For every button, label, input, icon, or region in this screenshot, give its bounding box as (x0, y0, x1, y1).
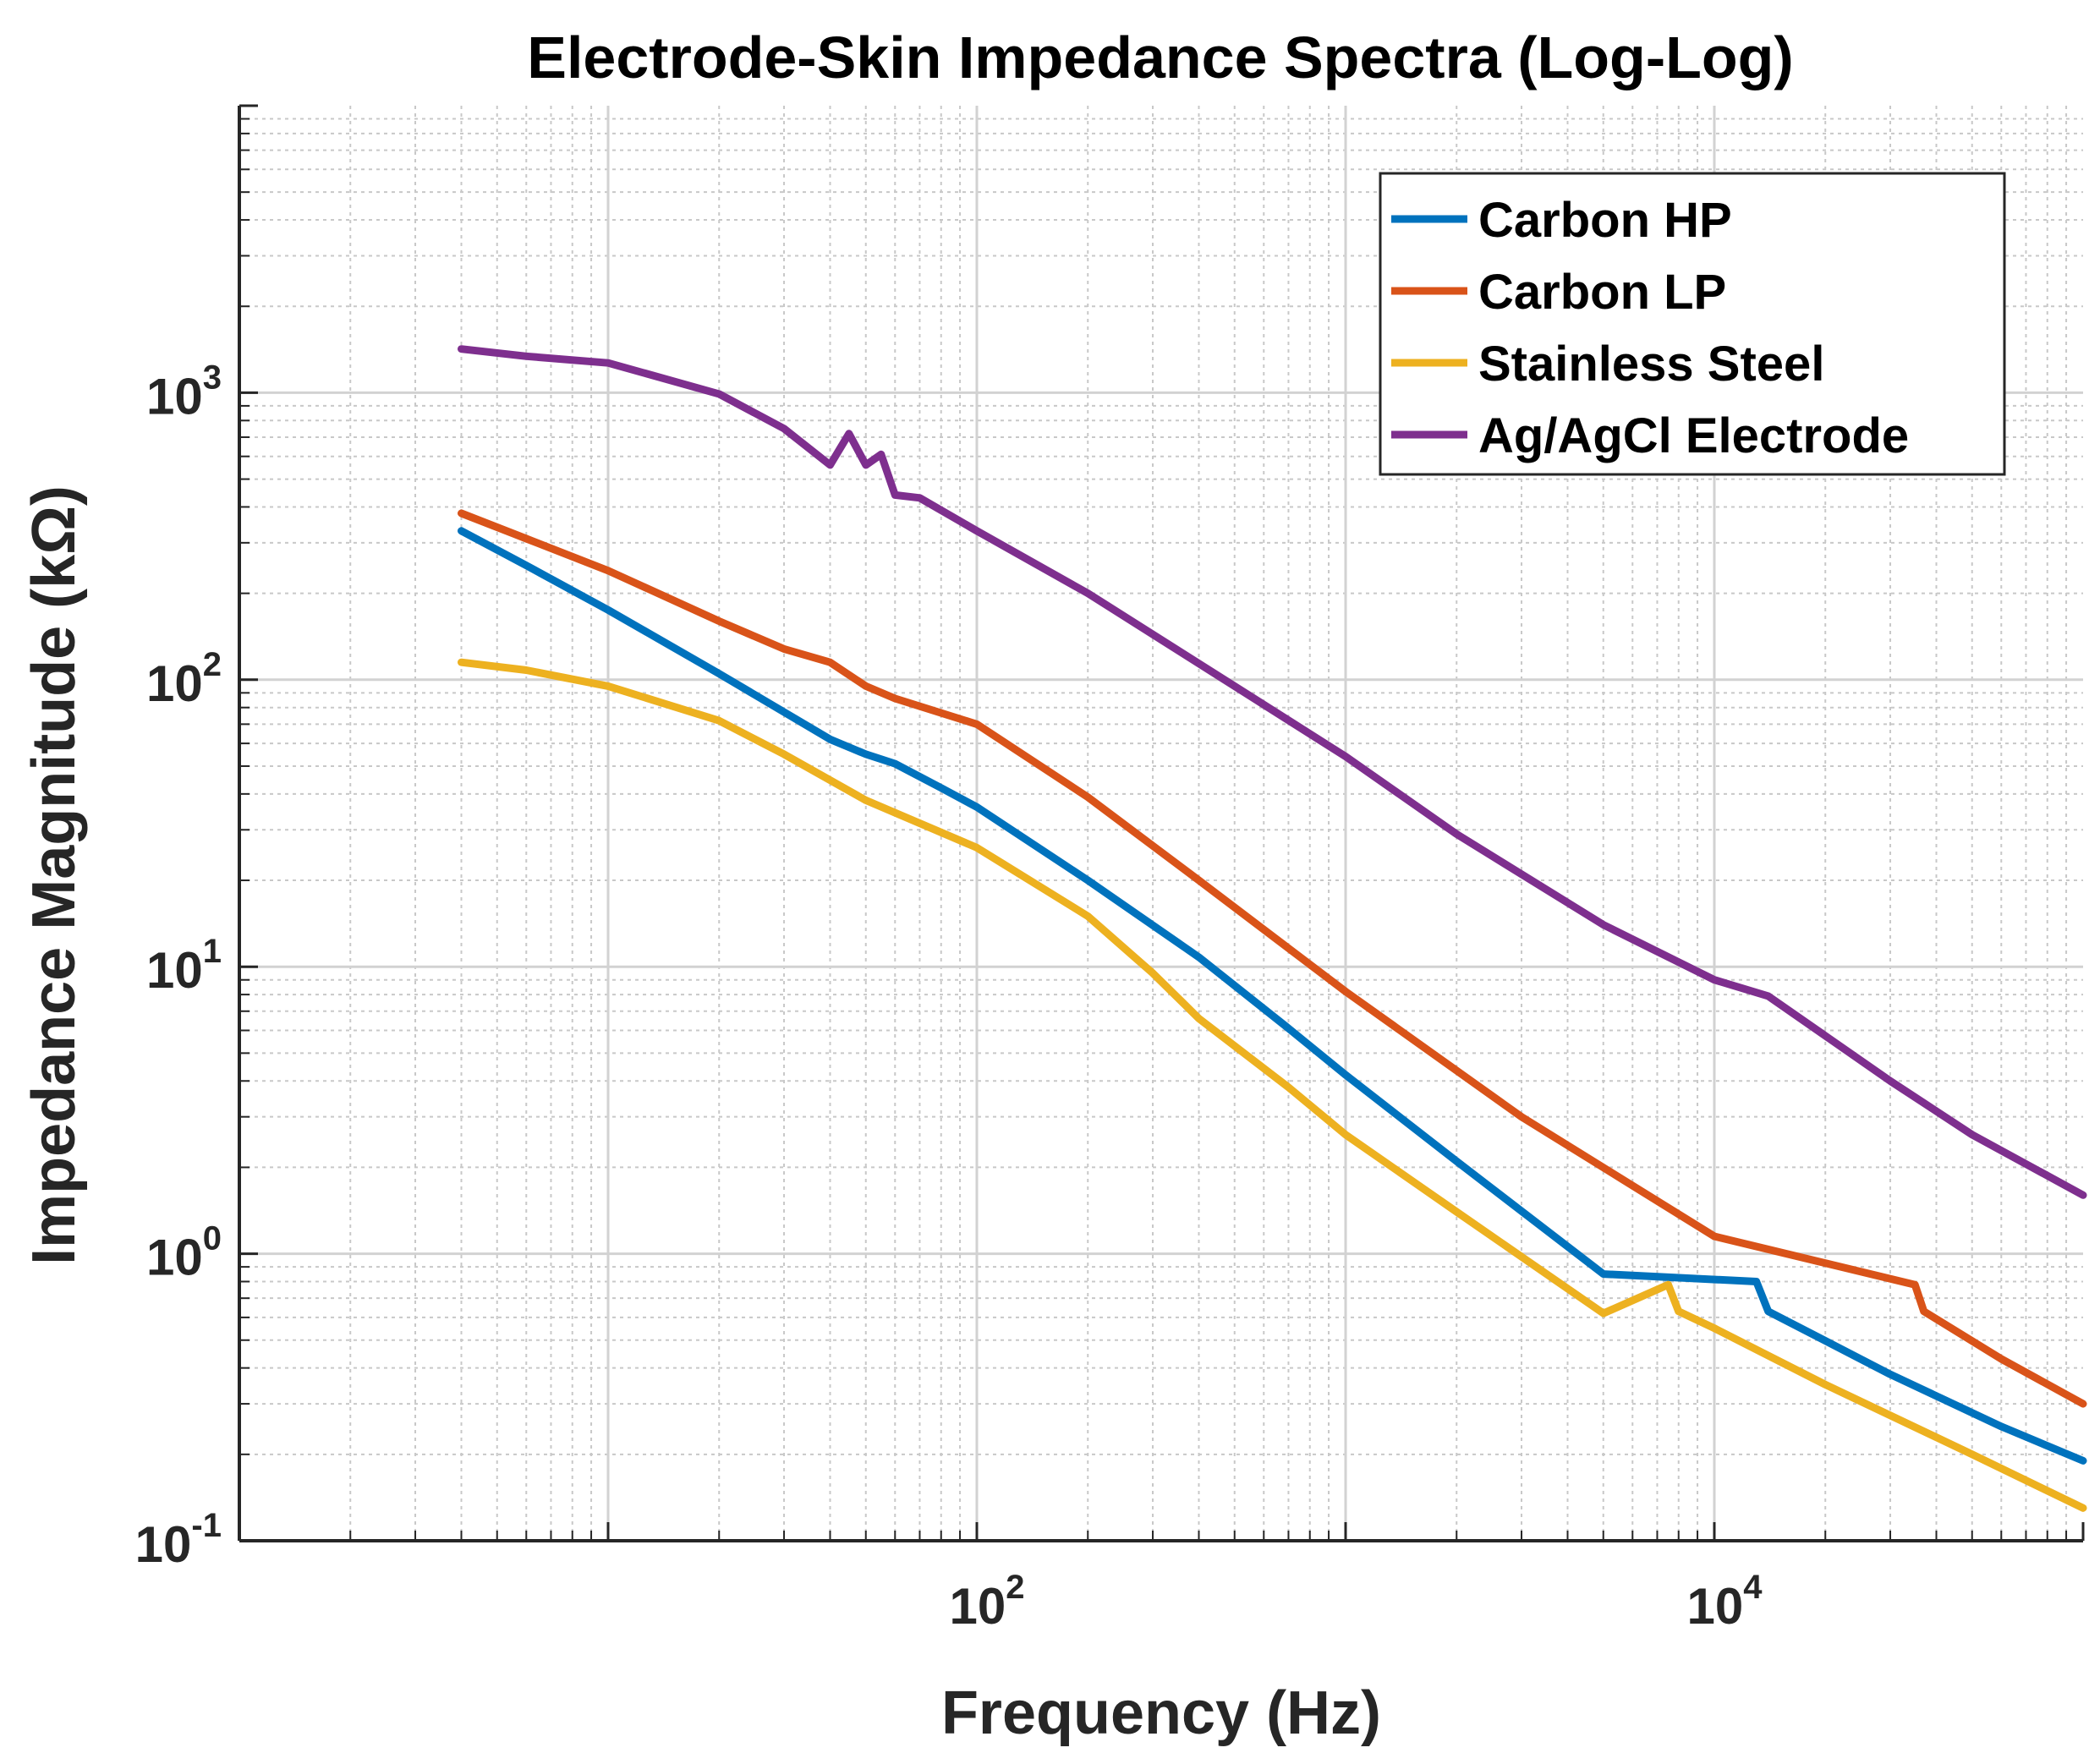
y-tick-label: 100 (146, 1220, 222, 1286)
y-tick-label: 101 (146, 933, 222, 999)
legend-entries: Carbon HP Carbon LP Stainless Steel Ag/AgCl… (1391, 193, 1909, 463)
y-tick-label: 102 (146, 646, 222, 712)
series-lines (458, 345, 2087, 1512)
axes (238, 104, 2085, 1542)
legend-label: Ag/AgCl Electrode (1478, 408, 1909, 463)
legend-label: Stainless Steel (1478, 337, 1824, 392)
series-line (458, 345, 2087, 1199)
legend-label: Carbon HP (1478, 193, 1732, 248)
series-line (458, 509, 2087, 1408)
series-line (458, 527, 2087, 1465)
x-tick-label: 102 (950, 1569, 1025, 1635)
legend: Carbon HP Carbon LP Stainless Steel Ag/AgCl… (1379, 172, 2006, 476)
x-tick-label: 104 (1687, 1569, 1763, 1635)
y-axis-label: Impedance Magnitude (kΩ) (20, 485, 88, 1265)
series-line (458, 658, 2087, 1512)
y-tick-label: 10-1 (135, 1507, 222, 1573)
legend-box (1379, 172, 2006, 476)
chart-title: Electrode-Skin Impedance Spectra (Log-Lo… (527, 25, 1793, 90)
legend-label: Carbon LP (1478, 265, 1726, 320)
tick-labels: 102 104 10-1 100 101 102 103 (135, 359, 1763, 1635)
y-tick-label: 103 (146, 359, 222, 425)
x-axis-label: Frequency (Hz) (941, 1679, 1381, 1747)
minor-grid (239, 106, 2083, 1541)
